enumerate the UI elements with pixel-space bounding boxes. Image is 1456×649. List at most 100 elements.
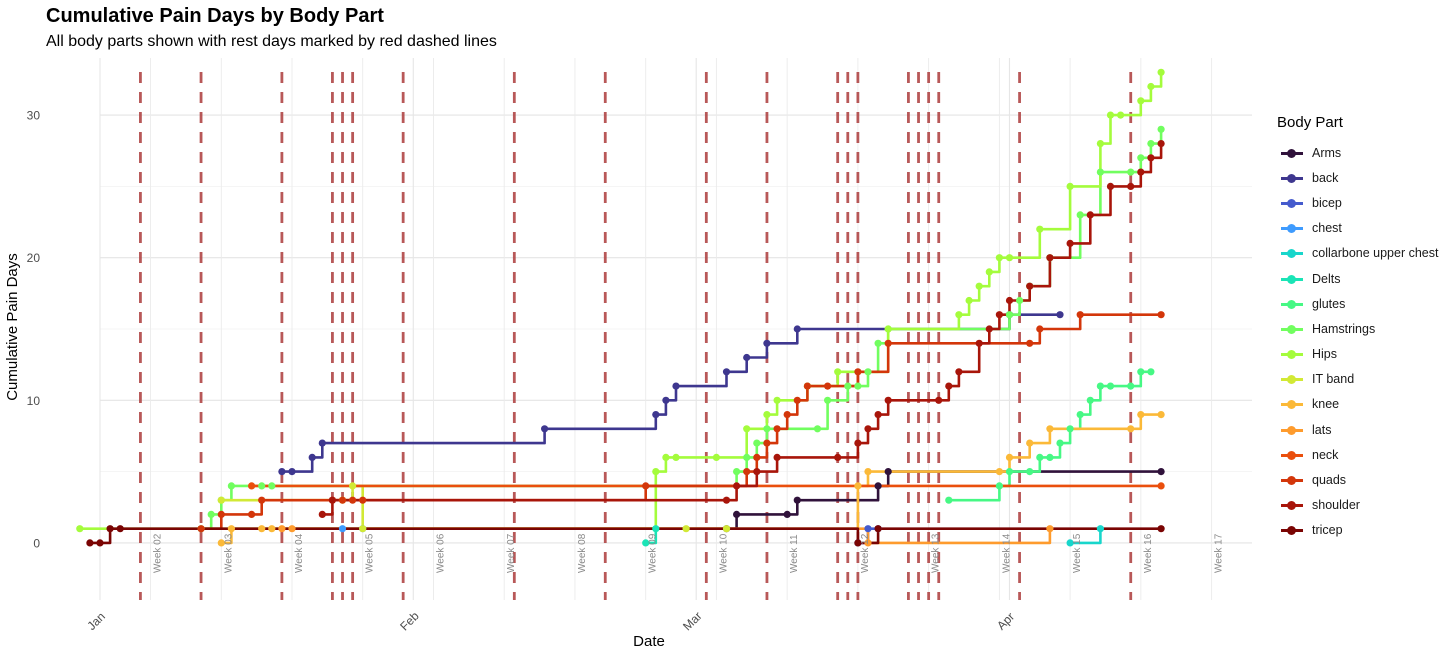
data-point (824, 382, 832, 390)
legend-key (1281, 172, 1303, 184)
legend-label: bicep (1312, 195, 1342, 210)
data-point (753, 453, 761, 461)
data-point (1066, 425, 1074, 433)
data-point (278, 468, 286, 476)
data-point (1157, 482, 1165, 490)
data-point (1147, 140, 1155, 148)
data-point (985, 268, 993, 276)
data-point (743, 453, 751, 461)
data-point (1036, 225, 1044, 233)
series-line-quads (199, 313, 1163, 530)
data-point (197, 525, 205, 533)
data-point (248, 510, 256, 518)
data-point (1096, 140, 1104, 148)
data-point (258, 525, 266, 533)
data-point (803, 382, 812, 390)
data-point (1036, 325, 1044, 333)
data-point (1096, 525, 1104, 533)
rest-day-markers (139, 72, 1133, 600)
data-point (773, 453, 781, 461)
data-point (935, 396, 943, 404)
data-point (1046, 453, 1054, 461)
legend-key (1281, 348, 1303, 360)
data-point (86, 539, 94, 547)
legend-key-dot (1287, 375, 1296, 385)
legend-key (1281, 474, 1303, 486)
week-label: Week 04 (294, 533, 305, 573)
data-point (733, 482, 741, 490)
legend-key-dot (1287, 450, 1296, 460)
legend-key-dot (1287, 400, 1296, 410)
legend-item: collarbone upper chest (1277, 241, 1438, 266)
data-point (1016, 296, 1024, 305)
data-point (268, 482, 276, 490)
data-point (672, 453, 680, 461)
week-label: Week 05 (365, 533, 376, 573)
data-point (662, 453, 670, 461)
legend-key (1281, 323, 1303, 335)
data-point (662, 396, 670, 404)
data-point (763, 439, 771, 447)
data-point (1137, 411, 1145, 419)
data-point (1137, 97, 1145, 105)
data-point (1026, 282, 1034, 290)
data-point (1005, 254, 1014, 262)
data-point (1157, 525, 1165, 533)
x-axis-title: Date (633, 633, 665, 649)
data-point (722, 525, 731, 533)
data-point (753, 439, 761, 447)
y-axis-title: Cumulative Pain Days (4, 253, 21, 401)
data-point (1026, 439, 1034, 447)
data-point (1076, 411, 1084, 419)
data-point (793, 396, 801, 404)
data-point (642, 539, 650, 547)
axes: Date Cumulative Pain Days 0 10 20 30 Jan Feb M… (4, 109, 1225, 649)
data-point (207, 510, 215, 518)
data-point (854, 439, 862, 447)
legend-key (1281, 373, 1303, 385)
data-point (106, 525, 114, 533)
data-point (1117, 111, 1125, 119)
data-point (1147, 154, 1155, 162)
legend-item: Arms (1277, 140, 1438, 165)
legend-key (1281, 449, 1303, 461)
data-point (1157, 411, 1165, 419)
chart-title: Cumulative Pain Days by Body Part (46, 5, 384, 27)
data-point (864, 468, 872, 476)
legend-key (1281, 398, 1303, 410)
data-point (884, 339, 892, 347)
data-point (793, 496, 801, 504)
data-point (945, 382, 953, 390)
legend-label: IT band (1312, 372, 1355, 387)
data-point (1137, 168, 1145, 176)
data-point (733, 510, 741, 518)
data-point (722, 368, 731, 376)
series-line-it-band (220, 484, 728, 530)
data-point (733, 468, 741, 476)
legend-item: Hips (1277, 342, 1438, 367)
series-line-back (280, 313, 1062, 473)
y-tick-label: 0 (33, 536, 40, 550)
data-point (995, 254, 1004, 262)
data-point (1086, 211, 1094, 219)
data-point (541, 425, 549, 433)
legend-label: Hamstrings (1312, 321, 1376, 336)
data-point (1066, 239, 1074, 247)
legend-key (1281, 424, 1303, 436)
data-point (338, 525, 347, 533)
data-point (1076, 311, 1084, 319)
data-point (1026, 468, 1034, 476)
data-point (672, 382, 680, 390)
legend-title: Body Part (1277, 114, 1343, 131)
data-point (1106, 111, 1115, 119)
data-point (753, 468, 761, 476)
legend-items: Arms back bicep chest collarbone upper chest… (1277, 140, 1438, 543)
x-tick-label: Jan (84, 609, 108, 633)
data-point (116, 525, 124, 533)
data-point (955, 311, 963, 319)
legend-key-dot (1287, 249, 1296, 259)
data-point (995, 482, 1004, 490)
legend-key-dot (1287, 501, 1296, 511)
data-point (1157, 140, 1165, 148)
series-line-tricep (88, 527, 1163, 545)
